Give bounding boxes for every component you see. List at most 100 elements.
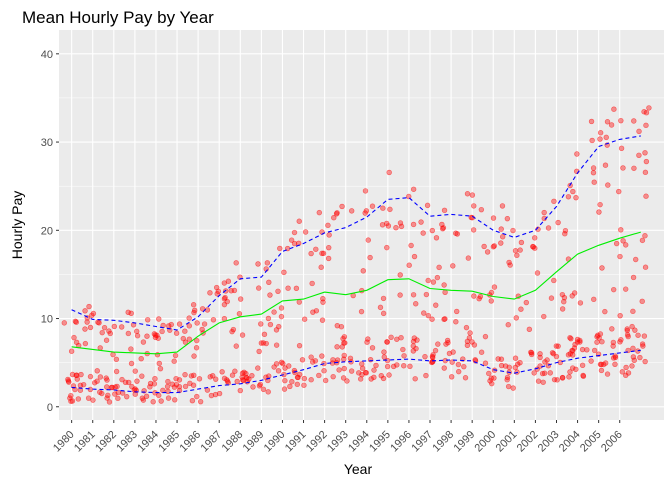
data-point [418, 219, 424, 225]
data-point [388, 334, 394, 340]
data-point [281, 371, 287, 378]
data-point [384, 244, 390, 251]
data-point [368, 376, 374, 382]
data-point [400, 346, 406, 353]
data-point [281, 386, 288, 392]
x-tick-label: 2005 [578, 429, 604, 455]
data-point [134, 378, 140, 384]
data-point [482, 333, 489, 340]
data-point [623, 364, 629, 371]
data-point [313, 308, 320, 314]
mean-line [71, 231, 641, 355]
data-point [471, 203, 477, 209]
data-point [282, 365, 288, 371]
data-point [103, 375, 109, 381]
data-point [631, 165, 637, 171]
data-point [278, 305, 285, 311]
data-point [387, 206, 393, 213]
data-point [182, 383, 189, 390]
data-point [623, 372, 629, 379]
data-point [584, 347, 590, 353]
data-point [228, 288, 234, 294]
data-point [157, 365, 164, 372]
data-point [144, 317, 151, 323]
data-point [208, 392, 215, 399]
data-point [570, 348, 576, 354]
data-point [103, 337, 110, 343]
data-point [221, 301, 228, 308]
data-point [393, 224, 399, 231]
data-point [498, 226, 504, 232]
data-point [165, 388, 171, 395]
data-point [642, 358, 648, 365]
data-point [635, 332, 641, 338]
data-point [410, 186, 417, 192]
data-point [464, 338, 471, 344]
data-point [89, 312, 95, 318]
data-point [504, 374, 511, 381]
data-point [278, 313, 285, 320]
data-point [339, 203, 345, 210]
data-point [488, 298, 494, 304]
data-point [207, 290, 213, 296]
data-point [478, 206, 485, 213]
data-point [362, 210, 368, 216]
data-point [639, 298, 645, 305]
data-point [406, 262, 412, 268]
data-point [110, 351, 116, 358]
data-point [82, 340, 89, 347]
data-point [74, 376, 80, 382]
data-point [371, 367, 377, 373]
data-point [176, 321, 183, 327]
data-point [129, 383, 135, 390]
data-point [401, 353, 407, 359]
x-tick-label: 2006 [599, 429, 625, 455]
data-point [229, 328, 235, 335]
data-point [190, 302, 197, 308]
data-point [410, 343, 417, 349]
data-point [68, 348, 75, 354]
data-point [562, 227, 569, 234]
data-point [365, 336, 371, 342]
data-point [196, 376, 203, 382]
x-tick-label: 1992 [304, 429, 330, 455]
data-point [568, 335, 574, 342]
data-point [566, 374, 572, 380]
x-axis-title: Year [344, 461, 373, 477]
data-point [624, 327, 630, 334]
data-point [604, 119, 611, 125]
data-point [623, 242, 629, 248]
data-point [484, 249, 491, 255]
data-point [294, 381, 300, 388]
data-point [559, 375, 566, 381]
data-point [212, 391, 219, 398]
data-point [517, 247, 523, 253]
data-point [540, 379, 546, 385]
data-point [71, 334, 77, 341]
data-point [232, 368, 238, 374]
x-tick-label: 1981 [72, 429, 98, 455]
data-point [555, 219, 561, 226]
data-point [507, 262, 513, 268]
data-point [72, 386, 78, 393]
data-point [455, 361, 462, 368]
data-point [316, 209, 322, 216]
data-point [589, 137, 595, 144]
data-point [319, 317, 326, 323]
data-point [608, 122, 615, 128]
data-point [277, 245, 283, 252]
data-point [623, 286, 629, 292]
data-point [87, 373, 94, 380]
data-point [61, 320, 67, 326]
data-point [510, 385, 516, 391]
data-point [380, 310, 387, 317]
x-tick-label: 1998 [430, 429, 456, 455]
data-point [453, 230, 459, 236]
x-tick-label: 2004 [557, 429, 583, 455]
data-point [296, 342, 303, 349]
x-tick-label: 1995 [367, 429, 393, 455]
data-point [514, 252, 520, 259]
data-point [532, 235, 538, 241]
data-point [596, 335, 602, 341]
